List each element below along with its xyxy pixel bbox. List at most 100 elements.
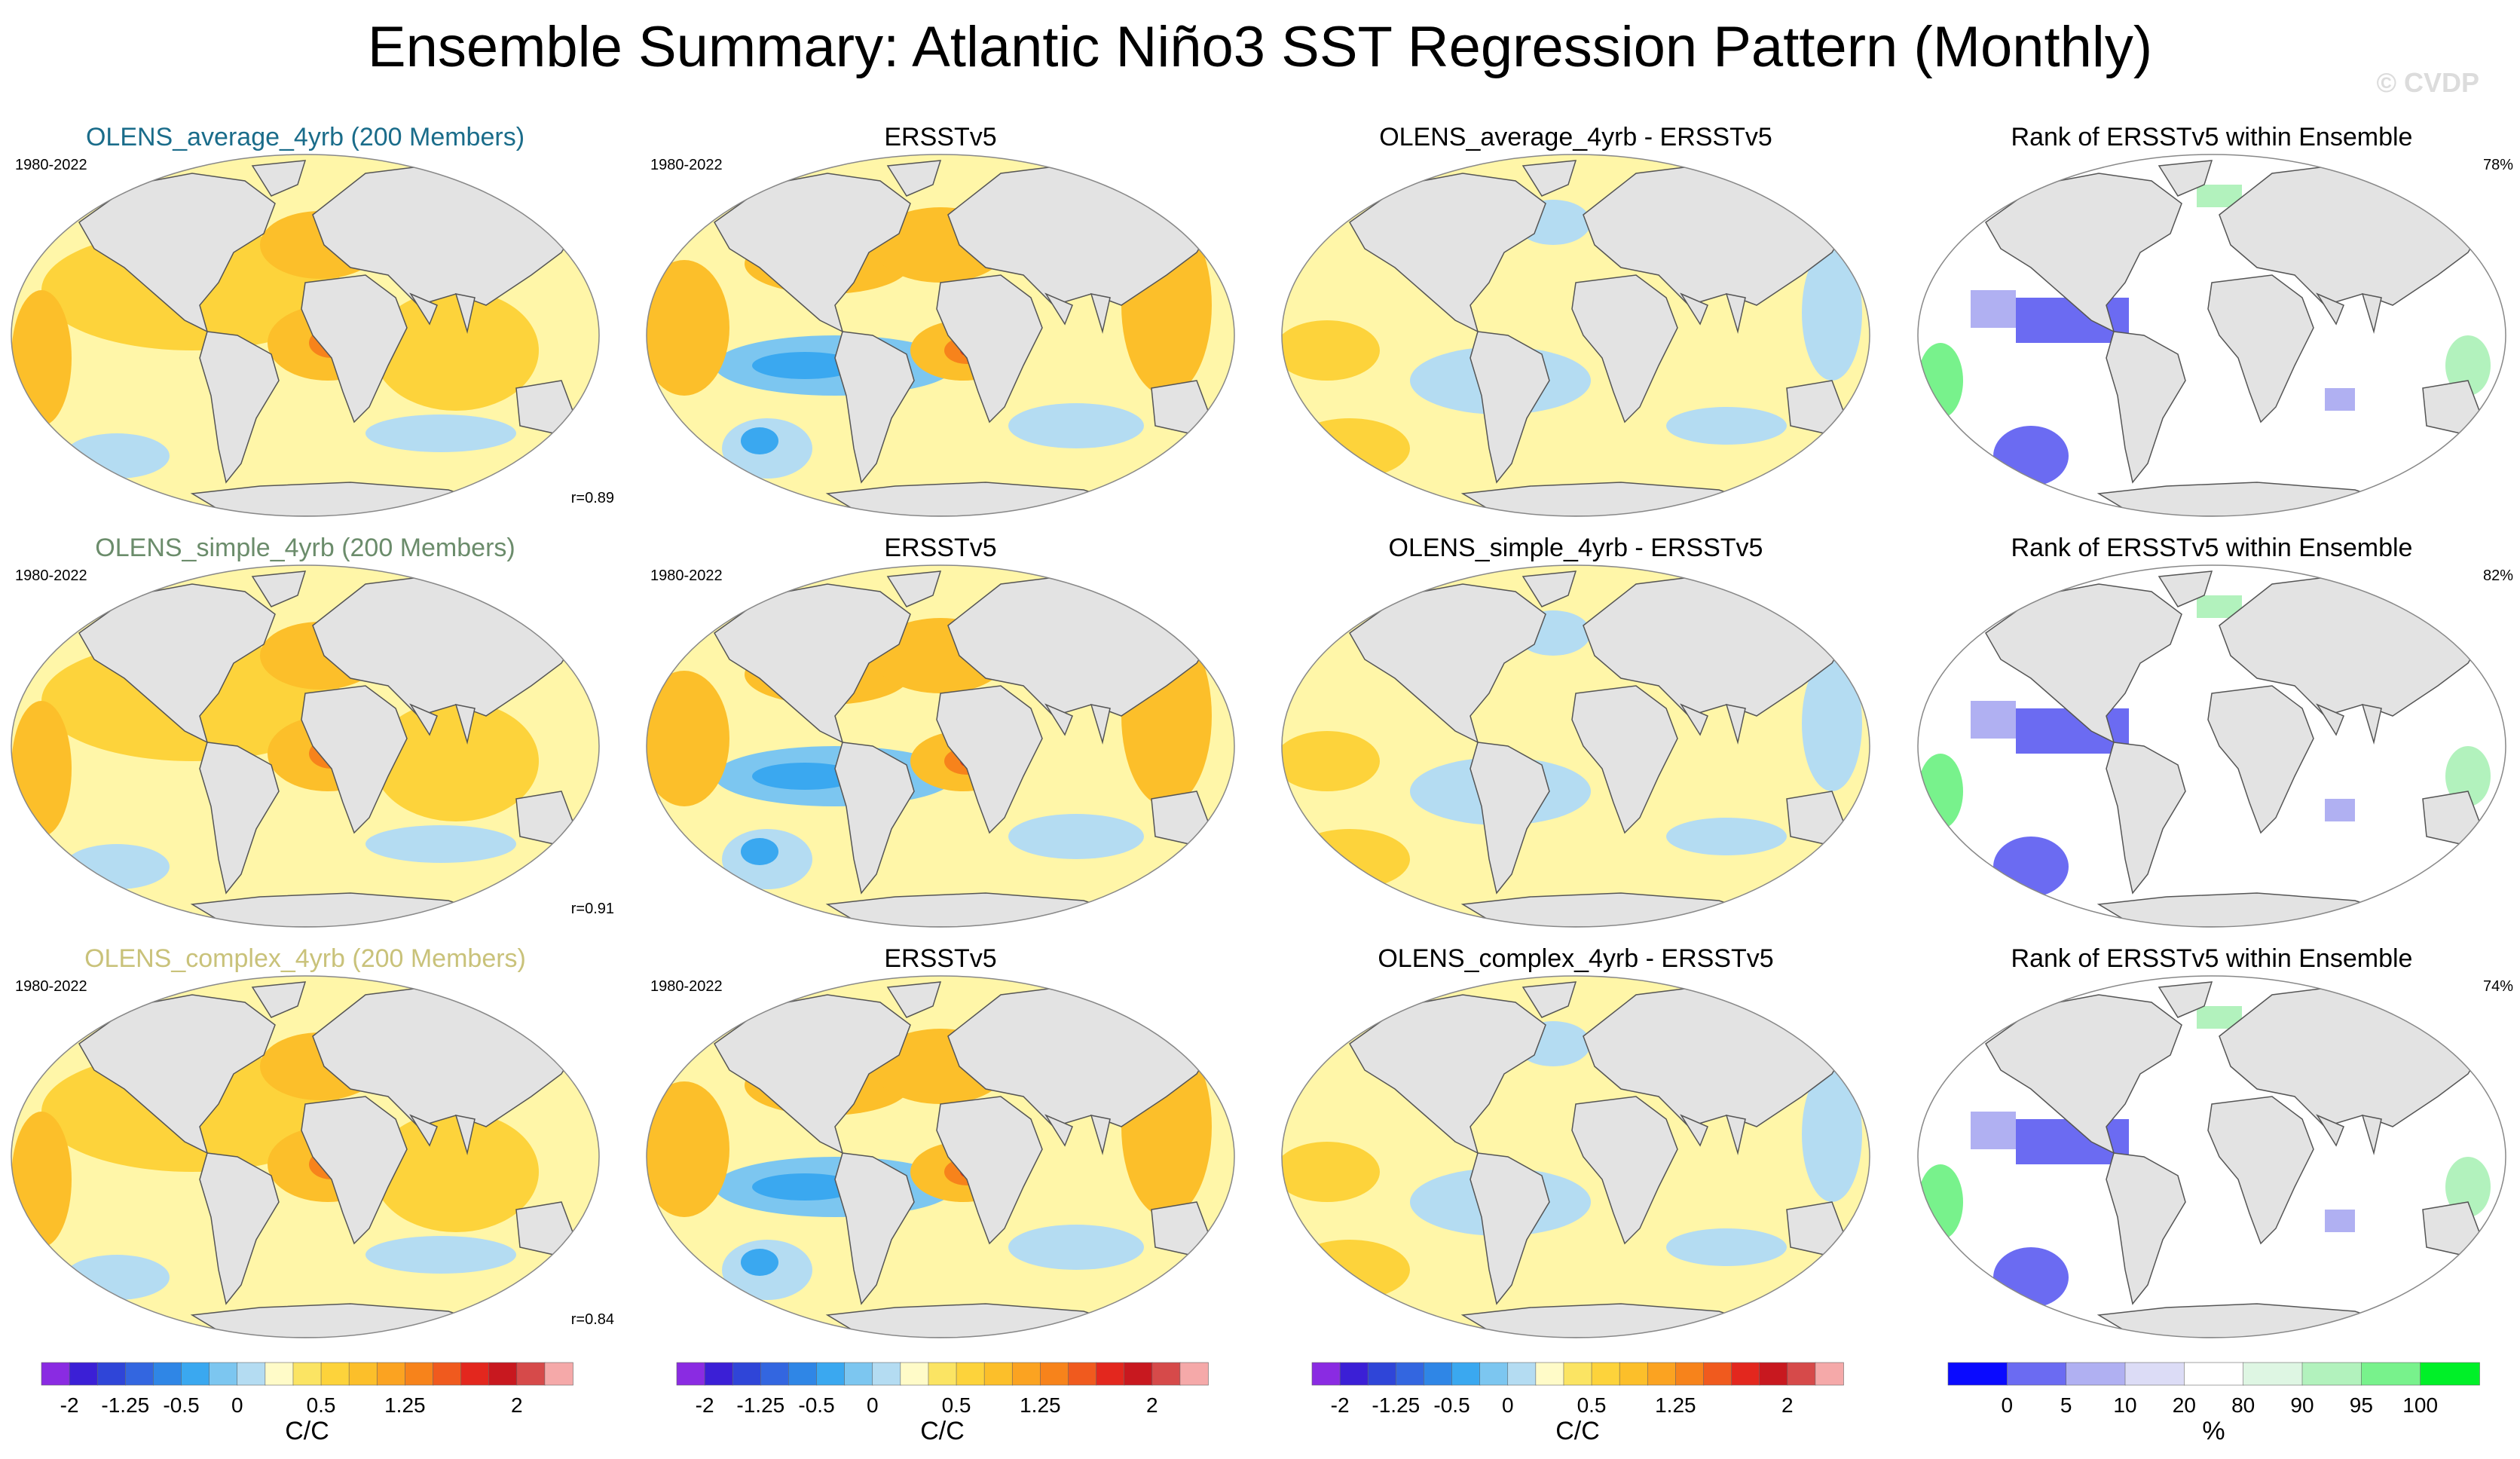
colorbar-box: [516, 1362, 546, 1386]
colorbar-box: [2361, 1362, 2421, 1386]
colorbar-tick-label: 2: [1146, 1393, 1158, 1417]
difference-map-3: OLENS_complex_4yrb - ERSSTv5: [1281, 944, 1870, 1338]
colorbar-box: [1787, 1362, 1816, 1386]
colorbar-box: [1619, 1362, 1649, 1386]
map-border: [11, 154, 600, 517]
colorbar-box: [181, 1362, 210, 1386]
colorbar-tick-label: 0: [867, 1393, 879, 1417]
colorbar-box: [544, 1362, 573, 1386]
panel-title: ERSSTv5: [884, 123, 996, 151]
observation-map-3: ERSSTv5 1980-2022: [646, 944, 1235, 1338]
colorbar-tick-label: -2: [1331, 1393, 1350, 1417]
colorbar-tick-label: -1.25: [1372, 1393, 1420, 1417]
difference-map-1: OLENS_average_4yrb - ERSSTv5: [1281, 123, 1870, 517]
map-border: [11, 975, 600, 1338]
colorbar-box: [1179, 1362, 1209, 1386]
pattern-correlation-label: r=0.84: [571, 1311, 614, 1328]
period-label: 1980-2022: [650, 157, 723, 173]
colorbar-tick-label: 0: [1502, 1393, 1514, 1417]
colorbar-box: [2420, 1362, 2480, 1386]
map-border: [1917, 975, 2506, 1338]
ensemble-mean-map-2: OLENS_simple_4yrb (200 Members) 1980-2022…: [11, 534, 614, 928]
colorbar-box: [237, 1362, 266, 1386]
map-border: [1281, 154, 1870, 517]
colorbar-box: [1011, 1362, 1041, 1386]
colorbar-tick-label: 2: [1781, 1393, 1794, 1417]
colorbar-box: [2243, 1362, 2303, 1386]
colorbar-box: [320, 1362, 350, 1386]
period-label: 1980-2022: [15, 567, 87, 584]
watermark: © CVDP: [2376, 67, 2479, 98]
colorbar-unit: C/C: [920, 1417, 965, 1445]
ensemble-mean-map-3: OLENS_complex_4yrb (200 Members) 1980-202…: [11, 944, 614, 1338]
observation-map-1: ERSSTv5 1980-2022: [646, 123, 1235, 517]
colorbar-box: [488, 1362, 518, 1386]
colorbar-box: [1096, 1362, 1125, 1386]
map-border: [646, 154, 1235, 517]
colorbar-box: [2066, 1362, 2126, 1386]
colorbar-tick-label: 95: [2350, 1393, 2373, 1417]
rank-map-1: Rank of ERSSTv5 within Ensemble 78%: [1917, 123, 2513, 517]
colorbar-box: [1339, 1362, 1369, 1386]
colorbar-tick-label: -1.25: [101, 1393, 149, 1417]
colorbar-box: [1151, 1362, 1181, 1386]
colorbar-tick-label: 20: [2173, 1393, 2196, 1417]
colorbar-unit: %: [2202, 1417, 2225, 1445]
rank-percent-label: 82%: [2483, 567, 2513, 584]
colorbar-box: [1479, 1362, 1509, 1386]
colorbar-row: -2 -1.25 -0.5 0 0.5 1.25 2 C/C -2 -1.25 -0.5 0 0.5 1.…: [41, 1362, 2480, 1445]
panel-title: OLENS_simple_4yrb (200 Members): [95, 534, 515, 562]
panel-title: OLENS_complex_4yrb - ERSSTv5: [1378, 944, 1773, 973]
colorbar-rank: 0 5 10 20 80 90 95 100%: [1947, 1362, 2480, 1445]
colorbar-box: [2007, 1362, 2067, 1386]
colorbar-tick-label: 0: [2002, 1393, 2014, 1417]
colorbar-box: [816, 1362, 846, 1386]
colorbar-box: [1424, 1362, 1453, 1386]
map-border: [1281, 975, 1870, 1338]
colorbar-tick-label: -0.5: [163, 1393, 199, 1417]
colorbar-box: [1759, 1362, 1788, 1386]
colorbar-tick-label: 1.25: [1020, 1393, 1061, 1417]
colorbar-box: [1535, 1362, 1564, 1386]
colorbar-box: [844, 1362, 873, 1386]
colorbar-sst-2: -2 -1.25 -0.5 0 0.5 1.25 2 C/C: [676, 1362, 1209, 1445]
colorbar-box: [704, 1362, 734, 1386]
colorbar-tick-label: 10: [2113, 1393, 2136, 1417]
period-label: 1980-2022: [15, 978, 87, 995]
colorbar-box: [1124, 1362, 1153, 1386]
colorbar-box: [1591, 1362, 1620, 1386]
colorbar-box: [1396, 1362, 1425, 1386]
colorbar-box: [1815, 1362, 1844, 1386]
colorbar-box: [125, 1362, 154, 1386]
colorbar-box: [1675, 1362, 1705, 1386]
colorbar-box: [1040, 1362, 1069, 1386]
colorbar-tick-label: -2: [60, 1393, 79, 1417]
panel-grid: OLENS_average_4yrb (200 Members) 1980-202…: [11, 123, 2513, 1338]
pattern-correlation-label: r=0.89: [571, 490, 614, 506]
colorbar-box: [348, 1362, 378, 1386]
colorbar-box: [2301, 1362, 2362, 1386]
panel-title: Rank of ERSSTv5 within Ensemble: [2011, 123, 2413, 151]
colorbar-box: [153, 1362, 182, 1386]
colorbar-tick-label: 5: [2060, 1393, 2072, 1417]
colorbar-box: [1947, 1362, 2008, 1386]
period-label: 1980-2022: [650, 978, 723, 995]
ensemble-mean-map-1: OLENS_average_4yrb (200 Members) 1980-202…: [11, 123, 614, 517]
colorbar-box: [872, 1362, 901, 1386]
colorbar-box: [928, 1362, 957, 1386]
colorbar-box: [265, 1362, 294, 1386]
map-border: [11, 564, 600, 928]
colorbar-tick-label: -0.5: [798, 1393, 834, 1417]
panel-title: OLENS_average_4yrb (200 Members): [86, 123, 524, 151]
colorbar-sst-3: -2 -1.25 -0.5 0 0.5 1.25 2 C/C: [1311, 1362, 1844, 1445]
map-border: [1917, 564, 2506, 928]
colorbar-sst-1: -2 -1.25 -0.5 0 0.5 1.25 2 C/C: [41, 1362, 573, 1445]
colorbar-box: [1367, 1362, 1397, 1386]
colorbar-box: [983, 1362, 1014, 1386]
difference-map-2: OLENS_simple_4yrb - ERSSTv5: [1281, 534, 1870, 928]
colorbar-box: [209, 1362, 238, 1386]
map-border: [1917, 154, 2506, 517]
panel-title: Rank of ERSSTv5 within Ensemble: [2011, 534, 2413, 562]
colorbar-box: [1068, 1362, 1097, 1386]
colorbar-box: [41, 1362, 70, 1386]
